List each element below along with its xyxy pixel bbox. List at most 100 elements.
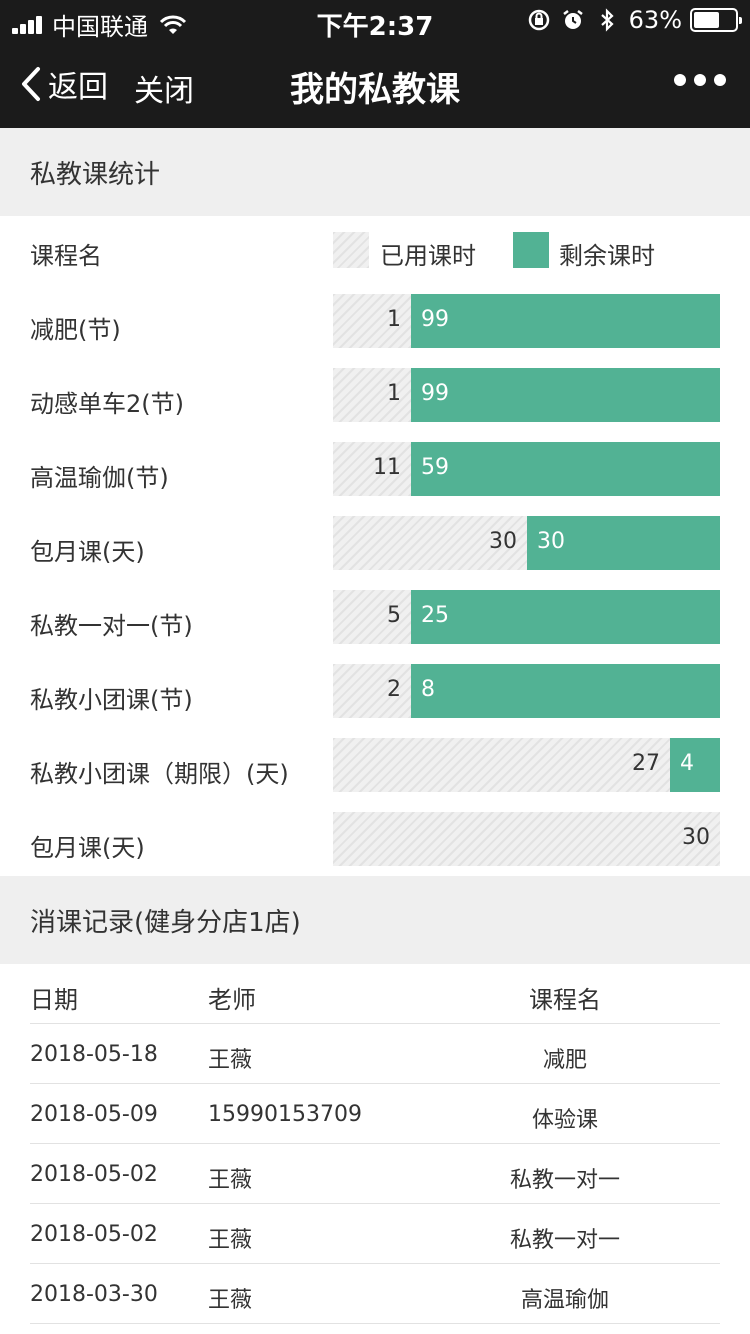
stat-course-name: 高温瑜伽(节) [30,464,169,492]
table-row: 2018-03-30 王薇 高温瑜伽 [30,1264,720,1324]
table-row: 2018-05-02 王薇 私教一对一 [30,1144,720,1204]
remaining-hours-value: 4 [680,751,694,776]
status-left: 中国联通 [12,7,188,42]
used-hours-value: 1 [387,307,401,332]
used-hours-bar: 30 [333,812,720,866]
stat-course-name: 私教一对一(节) [30,612,193,640]
course-column-label: 课程名 [30,242,102,270]
back-button[interactable]: 返回 [20,62,108,106]
record-teacher: 15990153709 [208,1102,362,1127]
record-course: 私教一对一 [509,1228,620,1253]
table-row: 2018-05-09 15990153709 体验课 [30,1084,720,1144]
stats-legend: 课程名 已用课时 剩余课时 [0,216,750,288]
remaining-hours-bar: 4 [670,738,720,792]
signal-icon [12,15,44,34]
remaining-hours-bar: 25 [411,590,720,644]
stat-row: 减肥(节) 1 99 [0,290,750,364]
stat-course-name: 动感单车2(节) [30,390,184,418]
used-hours-bar: 30 [333,516,527,570]
record-course: 私教一对一 [509,1168,620,1193]
stats-section-title: 私教课统计 [30,159,161,190]
used-hours-value: 1 [387,381,401,406]
stat-row: 私教小团课（期限）(天) 27 4 [0,734,750,808]
record-date: 2018-05-02 [30,1222,158,1247]
used-hours-bar: 5 [333,590,411,644]
remaining-hours-value: 25 [421,603,449,628]
page-title: 我的私教课 [290,70,460,110]
stat-bar: 30 30 [333,516,720,570]
alarm-icon [562,10,583,29]
more-dot-icon [674,74,686,86]
stat-course-name: 包月课(天) [30,834,145,862]
record-course: 减肥 [542,1048,587,1073]
record-teacher: 王薇 [208,1228,253,1253]
stats-section-header: 私教课统计 [0,128,750,216]
status-right: 63% [527,6,742,34]
used-hours-value: 5 [387,603,401,628]
remaining-hours-bar: 99 [411,368,720,422]
used-hours-value: 2 [387,677,401,702]
stat-course-name: 私教小团课(节) [30,686,193,714]
stat-row: 高温瑜伽(节) 11 59 [0,438,750,512]
remaining-hours-value: 30 [537,529,565,554]
stat-bar: 30 [333,812,720,866]
records-section-header: 消课记录(健身分店1店) [0,876,750,964]
battery-percent: 63% [628,6,682,34]
remaining-hours-value: 99 [421,381,449,406]
remaining-hours-value: 59 [421,455,449,480]
remaining-hours-value: 8 [421,677,435,702]
remaining-hours-bar: 30 [527,516,720,570]
used-hours-bar: 2 [333,664,411,718]
used-hours-bar: 1 [333,294,411,348]
table-row: 2018-05-02 王薇 私教一对一 [30,1204,720,1264]
stat-bar: 1 99 [333,294,720,348]
used-hours-value: 30 [489,529,517,554]
used-hours-value: 27 [632,751,660,776]
used-hours-value: 30 [682,825,710,850]
used-hours-bar: 11 [333,442,411,496]
remaining-legend-label: 剩余课时 [559,242,655,270]
more-menu-button[interactable] [666,74,726,86]
record-teacher: 王薇 [208,1288,253,1313]
status-time: 下午2:37 [316,12,434,42]
remaining-hours-bar: 8 [411,664,720,718]
stat-course-name: 包月课(天) [30,538,145,566]
records-rows: 2018-05-18 王薇 减肥 2018-05-09 15990153709 体验课 20… [30,1024,720,1324]
table-header-row: 日期 老师 课程名 [30,964,720,1024]
nav-bar: 返回 关闭 我的私教课 [0,40,750,128]
used-legend-swatch [333,232,369,268]
remaining-hours-bar: 59 [411,442,720,496]
stat-course-name: 减肥(节) [30,316,121,344]
stat-row: 私教小团课(节) 2 8 [0,660,750,734]
stat-row: 包月课(天) 30 [0,808,750,882]
date-header: 日期 [30,986,78,1014]
record-course: 体验课 [531,1108,598,1133]
record-course: 高温瑜伽 [520,1288,609,1313]
stat-bar: 27 4 [333,738,720,792]
back-label: 返回 [48,70,108,105]
used-hours-bar: 27 [333,738,670,792]
stat-bar: 11 59 [333,442,720,496]
wifi-icon [159,15,187,34]
battery-icon [690,8,742,32]
stat-bar: 1 99 [333,368,720,422]
remaining-legend-swatch [513,232,549,268]
stat-course-name: 私教小团课（期限）(天) [30,760,289,788]
close-button[interactable]: 关闭 [134,74,194,109]
used-hours-value: 11 [373,455,401,480]
stat-row: 动感单车2(节) 1 99 [0,364,750,438]
used-legend-label: 已用课时 [380,242,476,270]
course-header: 课程名 [529,986,601,1014]
record-date: 2018-05-02 [30,1162,158,1187]
record-date: 2018-03-30 [30,1282,158,1307]
record-date: 2018-05-18 [30,1042,158,1067]
records-section-title: 消课记录(健身分店1店) [30,907,301,938]
rotation-lock-icon [528,9,549,31]
more-dot-icon [694,74,706,86]
carrier-name: 中国联通 [52,13,148,41]
record-date: 2018-05-09 [30,1102,158,1127]
more-dot-icon [714,74,726,86]
records-table: 日期 老师 课程名 2018-05-18 王薇 减肥 2018-05-09 159901… [30,964,720,1324]
record-teacher: 王薇 [208,1168,253,1193]
